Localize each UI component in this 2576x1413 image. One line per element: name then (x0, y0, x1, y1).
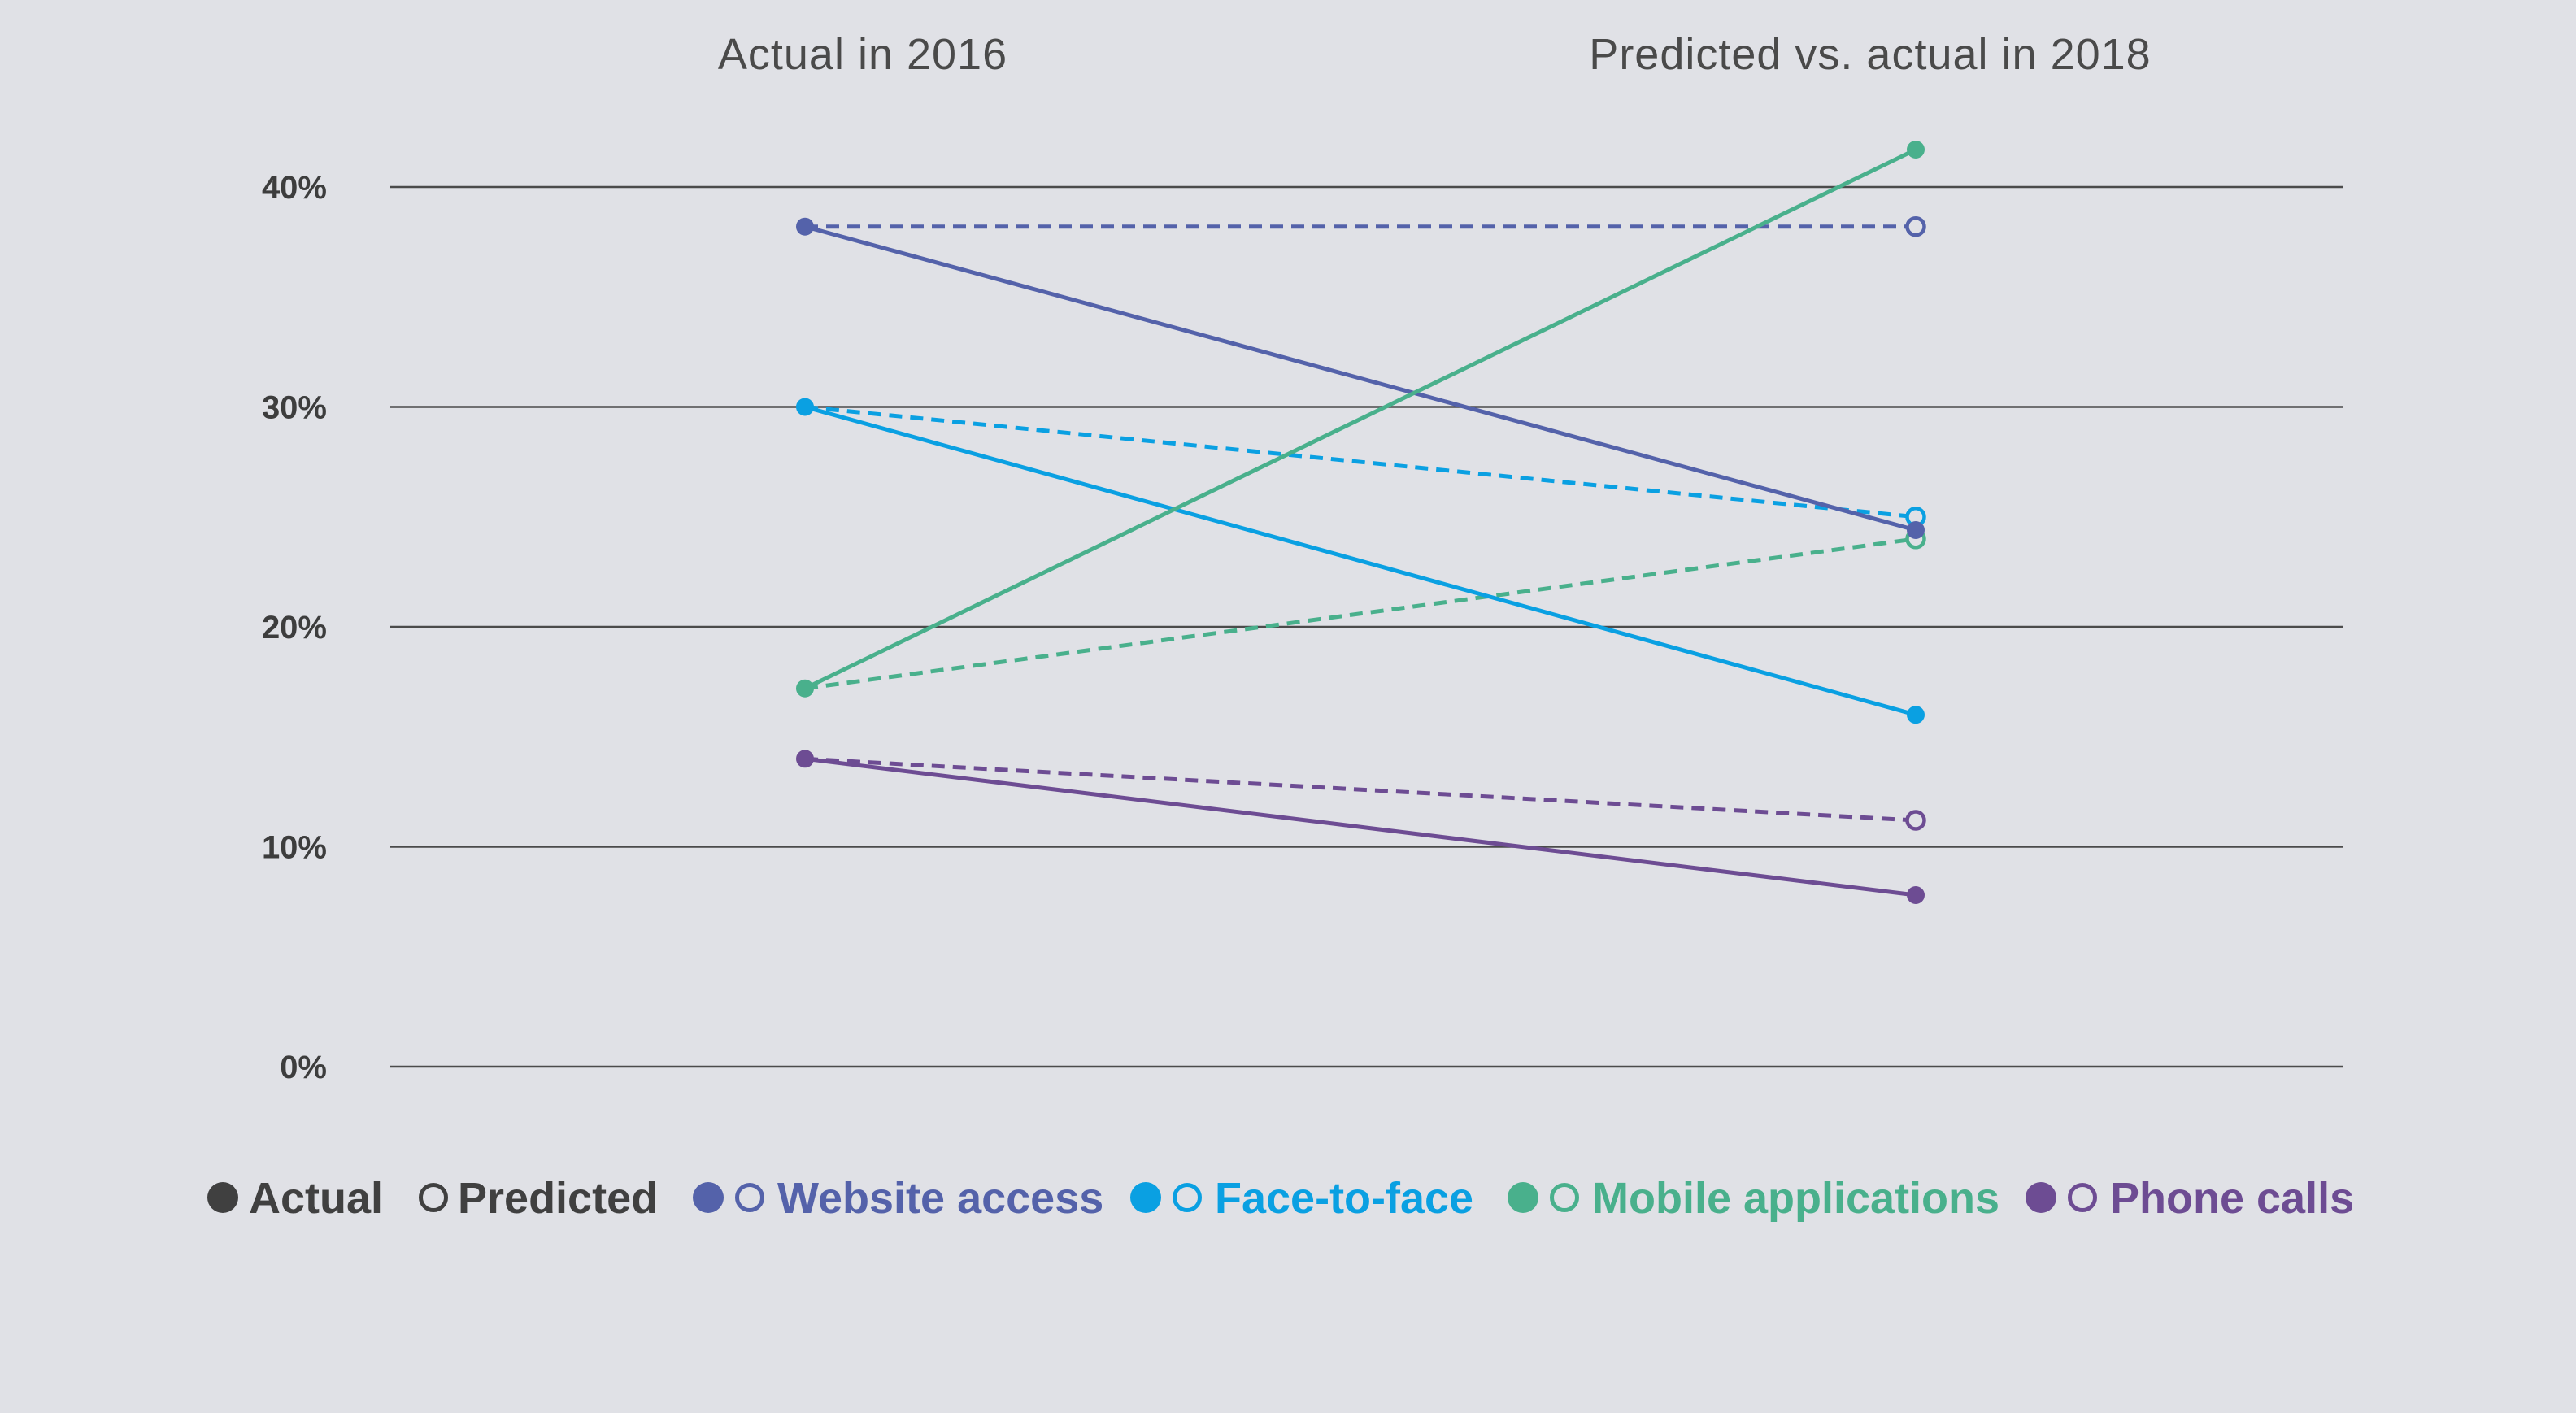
y-tick-label-30: 30% (262, 390, 327, 426)
legend: Actual Predicted Website access Face-to-fac… (207, 1174, 2354, 1223)
legend-face-to-face-label: Face-to-face (1215, 1174, 1473, 1223)
y-tick-label-20: 20% (262, 610, 327, 646)
legend-website-access-predicted-marker (735, 1183, 764, 1212)
legend-predicted-label: Predicted (458, 1174, 658, 1223)
legend-face-to-face-actual-marker (1130, 1182, 1161, 1213)
mobile-applications-predicted-line (804, 537, 1917, 691)
legend-mobile-applications-label: Mobile applications (1592, 1174, 1999, 1223)
legend-phone-calls-actual-marker (2026, 1182, 2056, 1213)
mobile-applications-actual-2016-point (796, 679, 814, 698)
phone-calls-actual-2018-point (1907, 886, 1925, 905)
face-to-face-predicted-line (804, 405, 1917, 520)
face-to-face-actual-2018-point (1907, 706, 1925, 724)
mobile-applications-actual-line (803, 147, 1918, 691)
gridlines (390, 185, 2343, 1068)
legend-website-access-label: Website access (777, 1174, 1103, 1223)
legend-actual-marker (207, 1182, 238, 1213)
y-tick-label-10: 10% (262, 830, 327, 866)
phone-calls-predicted-line (804, 756, 1917, 823)
website-access-predicted-2018-point (1905, 215, 1926, 237)
legend-mobile-applications-predicted-marker (1550, 1183, 1579, 1212)
phone-calls-actual-2016-point (796, 750, 814, 768)
legend-predicted-marker (419, 1183, 448, 1212)
y-tick-label-0: 0% (280, 1050, 327, 1085)
website-access-actual-line (803, 224, 1918, 533)
website-access-actual-2016-point (796, 217, 814, 236)
y-axis-ticks: 0% 10% 20% 30% 40% (262, 170, 327, 1085)
phone-calls-actual-line (803, 756, 1918, 898)
column-title-2018: Predicted vs. actual in 2018 (1589, 30, 2151, 79)
face-to-face-actual-2016-point (796, 398, 814, 416)
website-access-actual-2018-point (1907, 520, 1925, 539)
legend-mobile-applications-actual-marker (1508, 1182, 1538, 1213)
legend-face-to-face-predicted-marker (1173, 1183, 1202, 1212)
legend-actual-label: Actual (249, 1174, 383, 1223)
legend-website-access-actual-marker (693, 1182, 724, 1213)
phone-calls-predicted-2018-point (1905, 810, 1926, 831)
legend-phone-calls-predicted-marker (2068, 1183, 2097, 1212)
column-title-2016: Actual in 2016 (718, 30, 1007, 79)
series-lines (796, 141, 1926, 905)
face-to-face-actual-line (803, 405, 1918, 717)
legend-phone-calls-label: Phone calls (2110, 1174, 2354, 1223)
mobile-applications-actual-2018-point (1907, 141, 1925, 159)
y-tick-label-40: 40% (262, 170, 327, 206)
